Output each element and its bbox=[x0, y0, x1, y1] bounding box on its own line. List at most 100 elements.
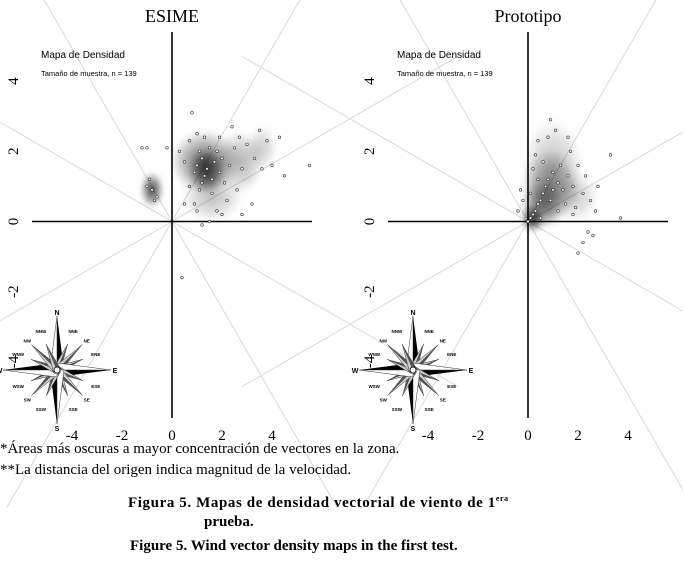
data-point bbox=[180, 276, 184, 280]
data-point bbox=[150, 188, 154, 192]
x-tick-label: -4 bbox=[66, 428, 79, 444]
data-point bbox=[240, 212, 244, 217]
data-point bbox=[217, 135, 222, 139]
data-point bbox=[536, 177, 540, 181]
data-point bbox=[571, 212, 575, 217]
data-point bbox=[230, 125, 234, 129]
data-point bbox=[210, 191, 214, 196]
data-point bbox=[192, 170, 197, 174]
data-point bbox=[215, 209, 219, 213]
data-point bbox=[591, 233, 595, 238]
y-tick-label: 0 bbox=[362, 218, 378, 226]
data-point bbox=[533, 209, 538, 213]
data-point bbox=[260, 167, 264, 171]
compass-rose: N NNE NE ENE E ESE SE SSE S SSW SW WSW W WNW NW NNW bbox=[352, 310, 474, 433]
y-tick-label: -4 bbox=[6, 355, 22, 368]
data-point bbox=[586, 230, 590, 234]
data-point bbox=[200, 181, 204, 185]
data-point bbox=[257, 128, 262, 132]
data-point bbox=[152, 198, 157, 203]
data-point bbox=[588, 198, 593, 203]
y-tick-label: 0 bbox=[6, 218, 22, 226]
data-point bbox=[195, 132, 199, 136]
data-point bbox=[240, 167, 244, 171]
data-point bbox=[553, 128, 558, 132]
data-point bbox=[538, 216, 543, 220]
panel-title: ESIME bbox=[145, 6, 199, 26]
panel-prototipo: Prototipo -4 -2 0 2 4 4 2 0 -2 -4 Mapa de Densidad T… bbox=[241, 0, 683, 508]
compass-label: NW bbox=[24, 338, 32, 343]
data-point bbox=[197, 188, 202, 192]
density-map-label: Mapa de Densidad bbox=[397, 50, 481, 61]
caption-es-text: Figura 5. Mapas de densidad vectorial de… bbox=[128, 495, 496, 511]
data-point bbox=[576, 163, 580, 167]
data-point bbox=[571, 184, 575, 188]
data-point bbox=[205, 167, 209, 171]
data-point bbox=[182, 160, 187, 164]
compass-point bbox=[2, 369, 58, 378]
data-point bbox=[533, 153, 538, 157]
data-point bbox=[556, 209, 560, 213]
panel-esime: ESIME -4 -2 0 2 4 4 2 0 -2 -4 Mapa de Densidad Tamañ… bbox=[0, 0, 459, 508]
data-point bbox=[536, 202, 540, 206]
data-point bbox=[546, 177, 550, 181]
data-point bbox=[177, 149, 182, 153]
data-point bbox=[556, 181, 560, 185]
sample-size-label: Tamaño de muestra, n = 139 bbox=[41, 69, 137, 78]
data-point bbox=[583, 174, 588, 178]
data-point bbox=[528, 216, 533, 220]
data-point bbox=[516, 209, 520, 213]
data-point bbox=[566, 135, 570, 139]
data-point bbox=[212, 160, 217, 164]
data-point bbox=[546, 135, 550, 139]
data-point bbox=[207, 146, 212, 150]
compass-label: E bbox=[113, 368, 118, 375]
compass-label: NNE bbox=[424, 329, 434, 334]
data-point bbox=[165, 146, 169, 150]
compass-point bbox=[56, 362, 112, 371]
data-point bbox=[252, 156, 257, 160]
data-point bbox=[518, 188, 523, 192]
data-point bbox=[237, 135, 242, 139]
y-tick-label: 2 bbox=[362, 148, 378, 156]
data-point bbox=[576, 251, 580, 255]
data-point bbox=[182, 202, 187, 206]
data-point bbox=[561, 188, 565, 192]
compass-label: NE bbox=[84, 338, 90, 343]
compass-label: SSW bbox=[36, 407, 47, 412]
data-point bbox=[581, 191, 585, 196]
compass-point bbox=[358, 369, 414, 378]
data-point bbox=[277, 135, 282, 139]
y-tick-label: 2 bbox=[6, 148, 22, 156]
compass-rose: N NNE NE ENE E ESE SE SSE S SSW SW WSW W WNW NW NNW bbox=[0, 310, 118, 433]
data-point bbox=[536, 139, 540, 143]
density-blob bbox=[247, 126, 277, 169]
data-point bbox=[195, 209, 199, 213]
data-point bbox=[541, 191, 545, 196]
data-point bbox=[155, 195, 159, 199]
y-tick-label: -2 bbox=[6, 285, 22, 298]
data-point bbox=[227, 163, 232, 167]
x-tick-label: 0 bbox=[524, 428, 532, 444]
data-point bbox=[250, 202, 254, 206]
y-tick-label: 4 bbox=[6, 77, 22, 85]
x-tick-label: 2 bbox=[218, 428, 226, 444]
note-distance: **La distancia del origen indica magnitu… bbox=[0, 462, 352, 478]
compass-label: NW bbox=[380, 338, 388, 343]
compass-label: S bbox=[55, 426, 60, 433]
data-point bbox=[563, 202, 568, 206]
compass-label: SW bbox=[24, 398, 32, 403]
data-point bbox=[543, 184, 548, 188]
compass-label: N bbox=[54, 310, 59, 317]
density-blob bbox=[553, 172, 598, 222]
compass-label: ENE bbox=[91, 352, 100, 357]
data-point bbox=[581, 240, 585, 245]
data-point bbox=[145, 146, 149, 150]
caption-es-superscript: era bbox=[495, 494, 509, 503]
data-point bbox=[531, 212, 535, 217]
data-point bbox=[245, 142, 249, 146]
compass-label: WNW bbox=[368, 352, 380, 357]
data-point bbox=[558, 163, 563, 167]
compass-label: W bbox=[352, 368, 359, 375]
